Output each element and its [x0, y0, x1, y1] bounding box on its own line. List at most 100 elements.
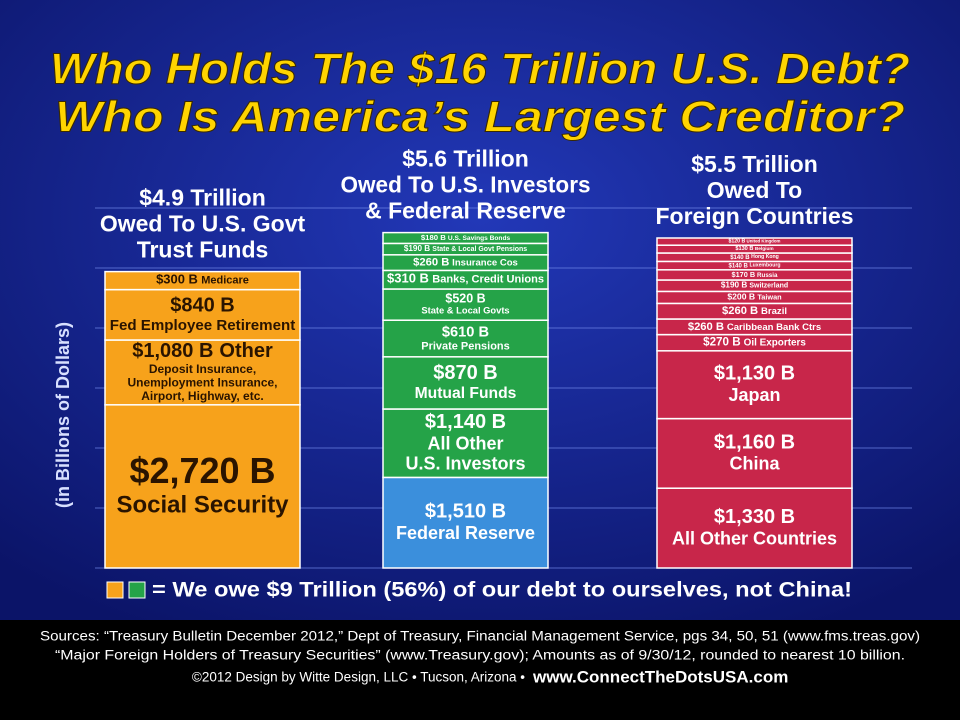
segment-label: $610 B	[442, 324, 489, 340]
segment-name: Belgium	[755, 246, 774, 252]
segment-name: U.S. Savings Bonds	[448, 235, 511, 242]
segment-label: $190 B Switzerland	[721, 281, 788, 290]
column-heading: Owed To	[707, 177, 802, 203]
segment-label: $170 B Russia	[732, 270, 778, 279]
segment-label: $1,140 B	[425, 411, 506, 433]
segment	[104, 404, 301, 569]
segment-label: $270 B Oil Exporters	[703, 336, 806, 349]
value-label: $260 B	[722, 305, 758, 317]
segment-label: $120 BUnited Kingdom	[729, 239, 781, 245]
y-axis-label: (in Billions of Dollars)	[53, 322, 73, 508]
segment-name: Deposit Insurance,	[149, 362, 256, 376]
segment-name: Japan	[728, 385, 780, 405]
segment-label: $260 B Caribbean Bank Ctrs	[688, 321, 821, 333]
segment	[656, 237, 853, 246]
segment-name: Mutual Funds	[415, 385, 517, 402]
segment	[656, 487, 853, 569]
segment	[104, 270, 301, 291]
segment-name: Social Security	[116, 492, 289, 519]
segment-name: Medicare	[201, 275, 249, 287]
segment-name: Banks, Credit Unions	[432, 274, 544, 286]
column-heading: Foreign Countries	[655, 203, 853, 229]
segment-label: Private Pensions	[421, 341, 509, 353]
segment	[104, 339, 301, 406]
column-heading: $5.5 Trillion	[691, 151, 818, 177]
segment-label: $1,080 B Other	[132, 341, 273, 363]
segment-name: Caribbean Bank Ctrs	[727, 321, 821, 332]
segment-label: $1,160 B	[714, 432, 795, 454]
segment-label: China	[729, 453, 780, 473]
segment-name: Private Pensions	[421, 341, 509, 353]
value-label: $140 B	[730, 255, 750, 261]
value-label: $310 B	[387, 271, 429, 286]
segment-label: $140 B Hong Kong	[730, 255, 779, 261]
value-label: $1,130 B	[714, 363, 795, 385]
source-line: Sources: “Treasury Bulletin December 201…	[40, 629, 920, 644]
segment-label: $260 B Brazil	[722, 305, 787, 317]
segment-label: State & Local Govts	[421, 306, 509, 316]
column-heading: Owed To U.S. Govt	[100, 211, 306, 237]
column-heading: Owed To U.S. Investors	[341, 172, 591, 198]
segment-name: China	[729, 453, 780, 473]
segment-label: $840 B	[170, 295, 235, 317]
column-heading: & Federal Reserve	[365, 198, 566, 224]
segment	[382, 231, 549, 245]
value-label: $120 B	[729, 239, 746, 245]
credit: ©2012 Design by Witte Design, LLC • Tucs…	[192, 670, 525, 685]
footer-band	[0, 620, 960, 720]
website: www.ConnectTheDotsUSA.com	[532, 667, 788, 686]
segment-name: Unemployment Insurance,	[127, 376, 277, 390]
segment-name: Insurance Cos	[452, 257, 518, 268]
column-heading: Trust Funds	[137, 237, 269, 263]
segment-label: $1,130 B	[714, 363, 795, 385]
segment-label: $870 B	[433, 362, 498, 384]
value-label: $520 B	[445, 292, 485, 306]
segment-name: Fed Employee Retirement	[110, 317, 296, 334]
column-heading: $5.6 Trillion	[402, 146, 529, 172]
segment-label: Unemployment Insurance,	[127, 376, 277, 390]
segment-label: Mutual Funds	[415, 385, 517, 402]
value-label: $180 B	[421, 233, 446, 242]
value-label: $260 B	[413, 257, 449, 269]
segment-label: $190 B State & Local Govt Pensions	[404, 244, 527, 253]
value-label: $130 B	[735, 247, 753, 253]
segment-name: U.S. Investors	[405, 453, 525, 473]
segment-label: Airport, Highway, etc.	[141, 389, 263, 403]
segment-label: $1,510 B	[425, 501, 506, 523]
segment-label: U.S. Investors	[405, 453, 525, 473]
legend-swatch	[128, 581, 146, 599]
segment-label: Federal Reserve	[396, 523, 535, 543]
segment-name: State & Local Govts	[421, 306, 509, 316]
value-label: $2,720 B	[129, 449, 275, 490]
value-label: $270 B	[703, 336, 741, 349]
segment-name: All Other	[427, 433, 503, 453]
value-label: $1,080 B	[132, 341, 213, 363]
segment-label: $520 B	[445, 292, 485, 306]
segment	[382, 356, 549, 410]
segment-label: All Other	[427, 433, 503, 453]
segment-name: Airport, Highway, etc.	[141, 389, 263, 403]
segment-label: All Other Countries	[672, 528, 837, 548]
segment	[104, 288, 301, 341]
value-label: $200 B	[727, 292, 755, 302]
segment-name: Other	[219, 341, 273, 363]
segment-name: Hong Kong	[751, 255, 779, 261]
segment-label: Social Security	[116, 492, 289, 519]
value-label: $1,510 B	[425, 501, 506, 523]
value-label: $170 B	[732, 270, 756, 279]
segment-name: Russia	[757, 272, 778, 279]
segment-label: $2,720 B	[129, 449, 275, 490]
segment-name: Oil Exporters	[744, 337, 807, 348]
segment-name: Luxembourg	[749, 263, 780, 269]
title-line: Who Holds The $16 Trillion U.S. Debt?	[50, 45, 910, 94]
note: = We owe $9 Trillion (56%) of our debt t…	[152, 579, 852, 602]
segment-name: Brazil	[761, 306, 787, 317]
title-line: Who Is America’s Largest Creditor?	[55, 93, 905, 142]
value-label: $300 B	[156, 272, 198, 287]
value-label: $870 B	[433, 362, 498, 384]
value-label: $610 B	[442, 324, 489, 340]
segment-label: $300 B Medicare	[156, 272, 249, 287]
